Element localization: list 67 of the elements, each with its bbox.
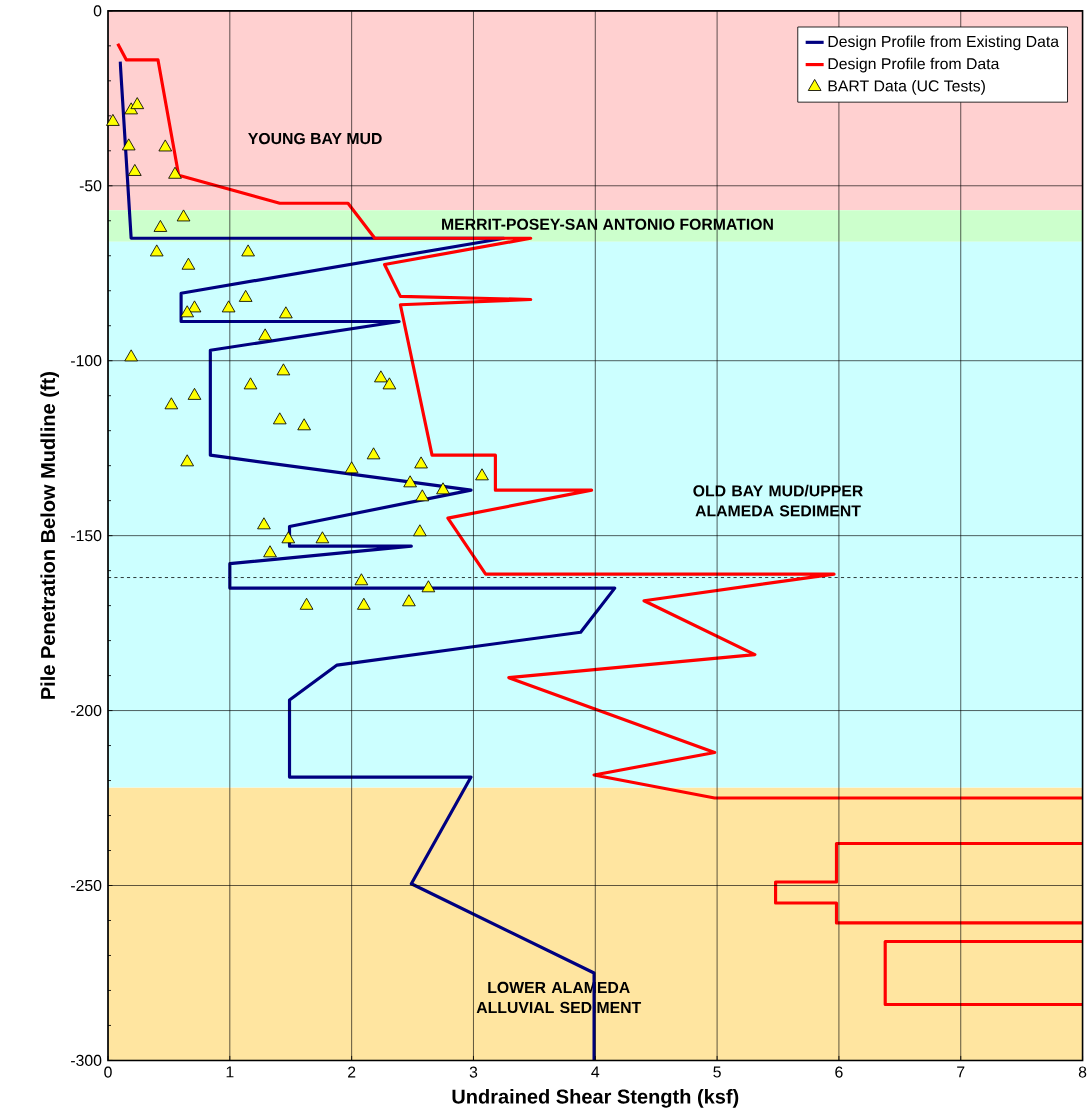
point [373, 370, 388, 383]
y-tick-label: -150 [70, 530, 102, 542]
point [257, 517, 271, 530]
point [187, 387, 202, 400]
point [124, 349, 138, 362]
point [297, 418, 311, 431]
point [153, 219, 168, 232]
band-label: OLD BAY MUD/UPPER ALAMEDA SEDIMENT [693, 484, 863, 517]
y-tick-label: -300 [70, 1054, 102, 1067]
x-tick-label: 8 [1078, 1066, 1087, 1078]
point [263, 545, 277, 558]
x-tick-label: 0 [104, 1066, 112, 1078]
point [221, 300, 236, 313]
point [121, 138, 136, 151]
point [344, 461, 359, 474]
point [276, 363, 291, 376]
band-label: YOUNG BAY MUD [247, 132, 382, 145]
x-axis-title: Undrained Shear Stength (ksf) [452, 1088, 739, 1108]
y-tick-label: -50 [79, 180, 102, 192]
point [315, 531, 330, 544]
point [356, 597, 371, 610]
y-tick-label: -250 [70, 879, 102, 892]
y-tick-label: 0 [93, 5, 102, 17]
point [354, 573, 369, 586]
point [181, 257, 196, 270]
point [415, 489, 430, 502]
point [180, 454, 194, 467]
point [382, 377, 397, 390]
point [127, 163, 142, 176]
point [164, 397, 179, 410]
x-tick-label: 7 [957, 1066, 965, 1078]
point [402, 594, 416, 607]
point [130, 97, 144, 110]
point [272, 412, 287, 425]
x-tick-label: 3 [469, 1066, 478, 1078]
point [241, 244, 255, 257]
point [414, 456, 428, 469]
legend-label: BART Data (UC Tests) [828, 79, 985, 95]
y-tick-label: -100 [70, 355, 102, 367]
y-tick-label: -200 [70, 704, 102, 717]
point [299, 597, 314, 610]
point [278, 306, 293, 319]
point [176, 209, 191, 222]
point [180, 305, 194, 318]
y-axis-title: Pile Penetration Below Mudline (ft) [40, 372, 59, 699]
x-tick-label: 6 [835, 1066, 843, 1078]
point [366, 447, 381, 460]
point [187, 300, 202, 313]
point [412, 524, 427, 537]
x-tick-label: 5 [713, 1066, 721, 1078]
point [105, 113, 120, 126]
point [158, 139, 172, 152]
point [436, 482, 450, 495]
point [238, 289, 253, 302]
point [258, 328, 272, 341]
point [243, 377, 258, 390]
x-tick-label: 2 [347, 1066, 356, 1078]
point [475, 468, 489, 481]
point [403, 475, 417, 488]
point [421, 580, 436, 593]
legend-label: Design Profile from Existing Data [828, 35, 1059, 51]
point [168, 166, 182, 179]
point [149, 244, 164, 257]
point [281, 531, 296, 544]
legend-label: Design Profile from Data [828, 57, 1000, 73]
x-tick-label: 1 [226, 1066, 234, 1078]
x-tick-label: 4 [591, 1066, 600, 1078]
